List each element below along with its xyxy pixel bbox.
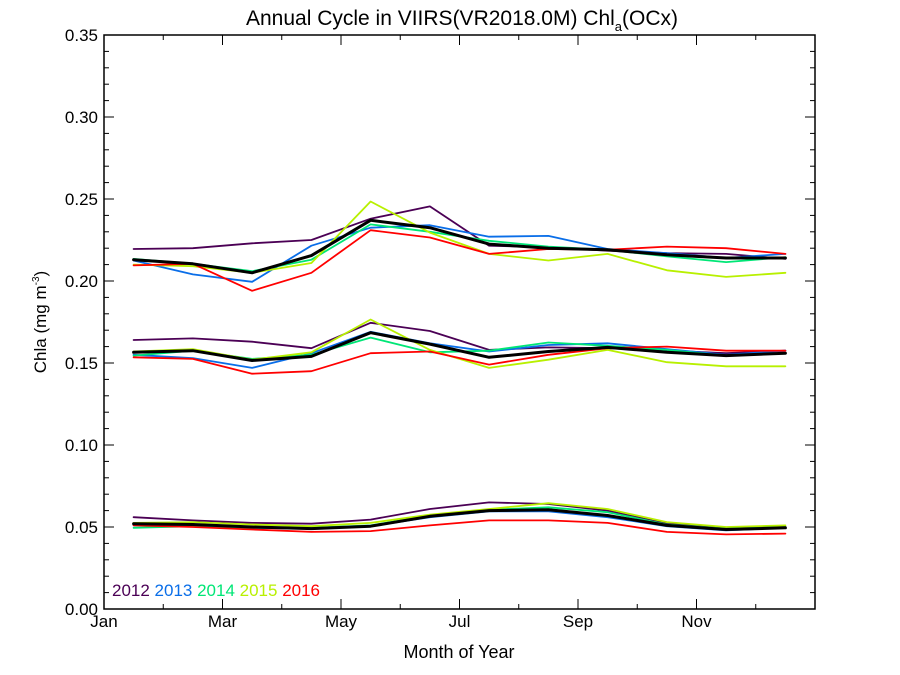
series-line-mean-group-2 <box>132 331 787 362</box>
y-axis-label-main: Chla (mg m <box>31 285 50 373</box>
x-tick-label: Nov <box>681 612 712 631</box>
series-line-mean-group-1 <box>132 218 787 275</box>
plot-frame <box>103 34 816 610</box>
chart-title-tail: (OCx) <box>622 7 678 30</box>
series-line-2016-group-1 <box>132 229 787 292</box>
chart-title: Annual Cycle in VIIRS(VR2018.0M) Chla(OC… <box>246 7 678 34</box>
legend-item-2015: 2015 <box>235 581 278 600</box>
x-tick-label: Sep <box>563 612 593 631</box>
y-tick-label: 0.20 <box>65 272 98 291</box>
legend-item-2016: 2016 <box>277 581 320 600</box>
y-tick-label: 0.00 <box>65 600 98 619</box>
x-tick-label: Jan <box>90 612 117 631</box>
legend-text: 2012 2013 2014 2015 2016 <box>112 581 320 600</box>
legend-item-2012: 2012 <box>112 581 150 600</box>
y-tick-label: 0.05 <box>65 518 98 537</box>
series-line-mean-group-3 <box>132 508 787 531</box>
series-line-2015-group-3 <box>132 502 787 528</box>
series-line-2016-group-3 <box>132 519 787 536</box>
x-tick-label: May <box>325 612 358 631</box>
y-tick-label: 0.10 <box>65 436 98 455</box>
series-line-2016-group-2 <box>132 345 787 375</box>
chart-title-subscript: a <box>615 19 623 34</box>
y-tick-label: 0.30 <box>65 108 98 127</box>
axis-ticks: 0.00 0.05 0.10 0.15 0.20 0.25 0.30 0.35 Jan Mar Ma… <box>65 26 816 631</box>
legend-item-2014: 2014 <box>192 581 235 600</box>
y-axis-label-superscript: -3 <box>31 276 42 285</box>
x-axis-label: Month of Year <box>403 642 514 662</box>
series-lines <box>132 200 787 536</box>
chart-title-main: Annual Cycle in VIIRS(VR2018.0M) Chl <box>246 7 615 30</box>
legend: 2012 2013 2014 2015 2016 <box>112 581 320 600</box>
legend-item-2013: 2013 <box>150 581 193 600</box>
y-axis-label-tail: ) <box>31 271 50 277</box>
y-tick-label: 0.15 <box>65 354 98 373</box>
x-tick-label: Mar <box>208 612 238 631</box>
y-tick-label: 0.35 <box>65 26 98 45</box>
y-axis-label: Chla (mg m-3) <box>31 271 50 373</box>
y-tick-label: 0.25 <box>65 190 98 209</box>
x-tick-label: Jul <box>449 612 471 631</box>
